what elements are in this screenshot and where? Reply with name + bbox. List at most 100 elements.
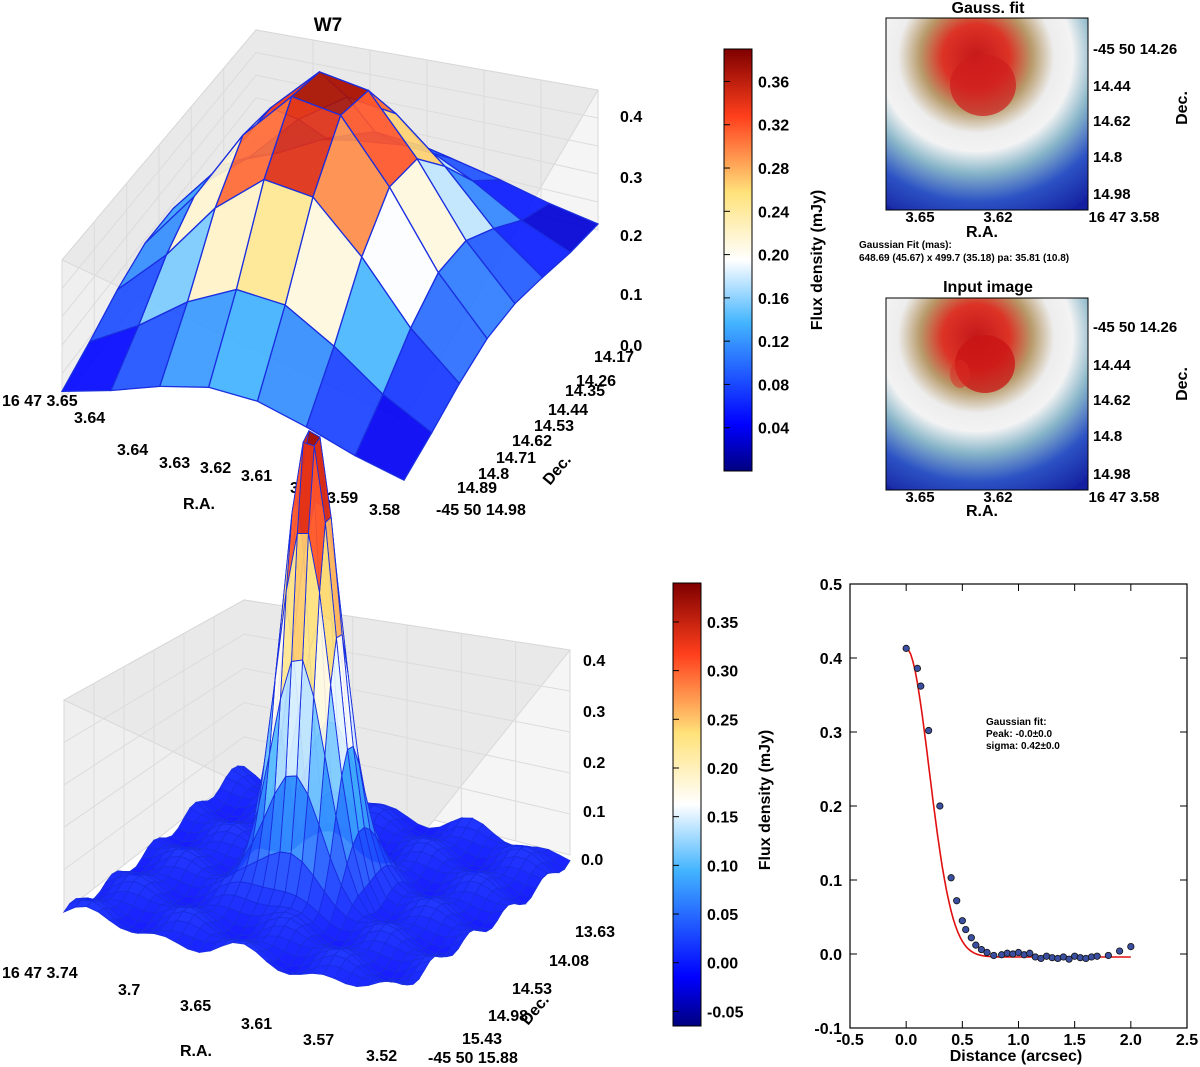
y-tick: 14.44 <box>1093 357 1131 374</box>
profile-point <box>902 644 910 652</box>
x-tick: 3.64 <box>117 442 148 459</box>
profile-annotation-line: sigma: 0.42±0.0 <box>986 741 1060 752</box>
colorbar-tick-label: 0.28 <box>758 161 789 178</box>
colorbar-top-ticks: 0.04 0.08 0.12 0.16 0.20 0.24 0.28 0.32 0.36 <box>724 74 789 438</box>
colorbar-tick-label: 0.05 <box>707 907 738 924</box>
profile-point <box>925 726 933 735</box>
gauss-fit-panel: Gauss. fit -45 50 14.26 14.44 14.62 14.8… <box>859 0 1191 264</box>
gauss-fit-title: Gauss. fit <box>952 0 1026 17</box>
y-tick: 14.98 <box>1093 466 1131 483</box>
surface-bottom-y-ticks: 13.63 14.08 14.53 14.98 15.43 -45 50 15.… <box>428 924 615 1067</box>
z-tick: 0.1 <box>620 287 642 304</box>
colorbar-tick-label: 0.30 <box>707 664 738 681</box>
profile-point <box>913 664 922 672</box>
pane-gridline <box>63 667 571 786</box>
profile-point <box>962 925 970 934</box>
pane-gridline <box>63 633 571 743</box>
x-tick-label: -0.5 <box>836 1032 864 1049</box>
gauss-fit-image <box>886 18 1088 210</box>
input-image-xlabel: R.A. <box>966 503 998 520</box>
surface-top-y-ticks: 14.17 14.26 14.35 14.44 14.53 14.62 14.7… <box>436 349 634 519</box>
y-tick: -45 50 14.26 <box>1093 319 1177 336</box>
y-tick: 14.8 <box>478 466 509 483</box>
colorbar-tick-label: 0.20 <box>758 248 789 265</box>
y-tick-label: 0.1 <box>820 873 842 890</box>
surface-top-xlabel: R.A. <box>183 496 215 513</box>
gauss-fit-y-ticks: -45 50 14.26 14.44 14.62 14.8 14.98 <box>1093 41 1177 203</box>
y-tick-label: 0.3 <box>820 725 842 742</box>
x-tick-label: 0.5 <box>951 1032 973 1049</box>
x-tick: 3.65 <box>905 209 934 226</box>
profile-point <box>958 917 966 925</box>
colorbar-tick-label: 0.35 <box>707 615 738 632</box>
z-tick: 0.3 <box>620 170 642 187</box>
colorbar-top-gradient <box>723 48 753 472</box>
surface-bottom-x-ticks: 16 47 3.74 3.7 3.65 3.61 3.57 3.52 <box>2 965 397 1065</box>
x-tick: 3.7 <box>118 982 140 999</box>
y-tick: 13.63 <box>575 924 615 941</box>
x-tick: 3.58 <box>369 502 400 519</box>
z-tick: 0.1 <box>583 804 605 821</box>
input-image-y-ticks: -45 50 14.26 14.44 14.62 14.8 14.98 <box>1093 319 1177 483</box>
gauss-fit-x-ticks: 3.65 3.62 16 47 3.58 <box>905 209 1159 226</box>
surface-facet <box>60 324 140 392</box>
surface-top-x-ticks: 16 47 3.65 3.64 3.64 3.63 3.62 3.61 3.6 … <box>2 393 400 519</box>
y-tick: -45 50 14.26 <box>1093 41 1177 58</box>
profile-point <box>1093 952 1101 960</box>
y-tick: 14.44 <box>548 402 588 419</box>
x-tick: 3.62 <box>200 460 231 477</box>
y-tick: 14.62 <box>512 433 552 450</box>
x-tick: 3.65 <box>905 489 934 506</box>
profile-point <box>953 897 961 905</box>
y-tick-label: 0.5 <box>820 577 842 594</box>
x-tick: 3.62 <box>983 489 1012 506</box>
pane-gridline <box>63 702 571 828</box>
y-tick-label: 0.0 <box>820 947 842 964</box>
colorbar-tick-label: 0.12 <box>758 334 789 351</box>
y-tick: 14.89 <box>457 480 497 497</box>
profile-point <box>1104 951 1112 960</box>
profile-point <box>1116 947 1124 955</box>
profile-axes-frame <box>849 583 1188 1029</box>
input-image-frame <box>885 297 1089 491</box>
profile-point <box>1026 949 1034 957</box>
profile-ticks: -0.5 0.0 0.5 1.0 1.5 2.0 2.5 -0.1 0.0 0.1 0.2 0.3 0.… <box>814 577 1198 1049</box>
y-tick: 14.62 <box>1093 113 1131 130</box>
y-tick: -45 50 14.98 <box>436 502 526 519</box>
x-tick-label: 2.0 <box>1120 1032 1142 1049</box>
y-tick-label: 0.2 <box>820 799 842 816</box>
x-tick-label: 1.0 <box>1007 1032 1029 1049</box>
profile-point <box>917 682 925 690</box>
profile-point <box>990 951 998 960</box>
z-tick: 0.3 <box>583 704 605 721</box>
colorbar-tick-label: 0.04 <box>758 421 789 438</box>
y-tick: 14.98 <box>1093 186 1131 203</box>
x-tick: 3.62 <box>983 209 1012 226</box>
input-image <box>886 298 1088 490</box>
x-tick-label: 1.5 <box>1064 1032 1086 1049</box>
profile-points <box>902 644 1135 963</box>
surface-top-ylabel: Dec. <box>540 452 575 489</box>
gauss-fit-ylabel: Dec. <box>1174 91 1191 125</box>
input-image-ylabel: Dec. <box>1174 367 1191 401</box>
colorbar-tick-label: 0.36 <box>758 74 789 91</box>
profile-point <box>947 874 955 882</box>
pane-gridline <box>61 52 599 289</box>
y-tick: 14.62 <box>1093 392 1131 409</box>
x-tick-label: 0.0 <box>895 1032 917 1049</box>
y-tick: 14.26 <box>576 373 616 390</box>
colorbar-tick-label: 0.08 <box>758 377 789 394</box>
colorbar-top-label: Flux density (mJy) <box>809 190 826 330</box>
y-tick-label: 0.4 <box>820 651 842 668</box>
colorbar-tick-label: 0.25 <box>707 712 738 729</box>
colorbar-bottom-gradient <box>672 582 702 1027</box>
z-tick: 0.4 <box>583 653 605 670</box>
colorbar-bottom-ticks: -0.05 0.00 0.05 0.10 0.15 0.20 0.25 0.30 0.35 <box>673 615 744 1021</box>
x-tick: 16 47 3.74 <box>2 965 78 982</box>
y-tick: 14.53 <box>534 418 574 435</box>
x-tick: 3.57 <box>303 1032 334 1049</box>
profile-xlabel: Distance (arcsec) <box>950 1048 1083 1065</box>
input-image-panel: Input image -45 50 14.26 14.44 14.62 14.… <box>885 279 1191 520</box>
y-tick: 14.53 <box>512 981 552 998</box>
y-tick-label: -0.1 <box>814 1021 842 1038</box>
